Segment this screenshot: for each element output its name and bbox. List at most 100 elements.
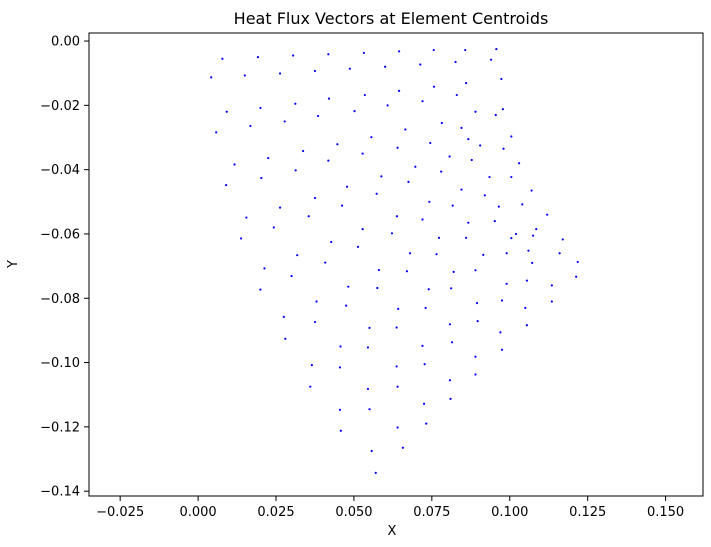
data-point <box>510 237 513 240</box>
data-point <box>324 261 327 264</box>
data-point <box>575 275 578 278</box>
data-point <box>474 373 477 376</box>
data-point <box>348 67 351 70</box>
x-tick-label: 0.125 <box>569 505 606 520</box>
data-point <box>464 48 467 52</box>
data-point <box>338 366 341 369</box>
data-point <box>437 236 441 239</box>
data-point <box>467 221 470 224</box>
data-point <box>535 228 538 231</box>
data-point <box>440 170 443 173</box>
data-point <box>263 267 266 270</box>
data-point <box>283 120 286 123</box>
x-axis-label: X <box>388 524 397 539</box>
data-point <box>432 85 436 88</box>
data-point <box>429 141 432 145</box>
data-point <box>435 253 438 256</box>
data-point <box>374 471 377 474</box>
data-point <box>259 106 262 110</box>
data-point <box>505 252 508 255</box>
data-point <box>460 188 463 191</box>
data-point <box>449 397 452 400</box>
data-point <box>396 426 399 429</box>
data-point <box>362 51 365 55</box>
y-tick-label: −0.12 <box>40 420 80 435</box>
plot-frame <box>88 32 704 497</box>
x-tick-label: −0.025 <box>96 505 144 520</box>
y-tick-label: −0.10 <box>40 356 80 371</box>
data-point <box>460 126 463 129</box>
data-point <box>221 57 224 60</box>
data-point <box>376 286 379 290</box>
data-point <box>375 192 378 195</box>
data-point <box>396 385 399 388</box>
data-point <box>422 402 426 405</box>
data-point <box>260 176 263 180</box>
data-point <box>419 63 422 66</box>
data-point <box>479 144 482 147</box>
data-point <box>475 301 479 305</box>
data-point <box>500 348 504 351</box>
data-point <box>550 300 553 303</box>
data-point <box>340 204 344 207</box>
x-axis: −0.025 0.000 0.025 0.050 0.075 0.100 0.125 0.15… <box>96 496 684 520</box>
data-point <box>427 288 430 291</box>
data-point <box>476 319 479 323</box>
data-point <box>421 100 424 103</box>
data-point <box>307 215 310 218</box>
data-point <box>313 320 317 324</box>
data-point <box>510 135 513 138</box>
data-point <box>249 124 252 128</box>
data-point <box>448 379 452 382</box>
data-point <box>489 58 493 61</box>
data-point <box>356 245 360 248</box>
data-point <box>327 53 330 56</box>
data-point <box>368 408 371 411</box>
data-point <box>330 240 333 244</box>
data-point <box>294 169 297 172</box>
data-point <box>313 69 317 73</box>
data-point <box>474 110 477 113</box>
data-point <box>483 194 486 197</box>
x-tick-label: 0.100 <box>491 505 528 520</box>
data-point <box>245 216 248 219</box>
data-point <box>451 204 454 207</box>
data-point <box>455 93 458 97</box>
data-point <box>345 304 348 307</box>
data-point <box>505 282 508 285</box>
data-point <box>395 326 398 329</box>
data-point <box>510 175 513 179</box>
data-point <box>524 306 527 310</box>
data-point <box>474 355 477 358</box>
data-point <box>448 155 451 158</box>
data-point <box>366 346 370 349</box>
data-point <box>465 82 468 85</box>
data-point <box>353 110 356 113</box>
data-point <box>347 285 350 288</box>
data-point <box>225 183 228 187</box>
data-point <box>377 268 380 272</box>
data-point <box>404 128 407 131</box>
data-point <box>336 143 339 146</box>
data-point <box>531 261 534 264</box>
data-point <box>395 215 399 218</box>
data-point <box>395 365 398 368</box>
y-tick-label: −0.04 <box>40 163 80 178</box>
data-point <box>383 65 387 68</box>
data-point <box>327 97 331 100</box>
data-point <box>428 200 431 203</box>
data-point <box>561 238 564 241</box>
data-point <box>370 449 373 453</box>
data-point <box>390 232 394 235</box>
data-point <box>339 429 342 432</box>
data-point <box>284 337 287 340</box>
data-point <box>421 344 424 347</box>
data-point <box>408 252 412 255</box>
data-point <box>532 234 535 237</box>
y-tick-label: −0.14 <box>40 485 80 500</box>
data-point <box>239 237 243 240</box>
data-point <box>398 89 401 92</box>
data-point <box>259 288 262 291</box>
data-point <box>315 300 318 303</box>
